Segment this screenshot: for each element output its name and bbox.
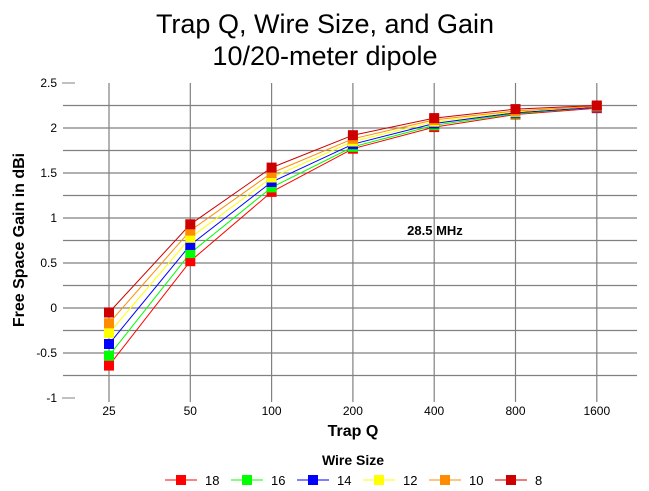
data-point-16 (185, 248, 196, 259)
legend-item-18: 18 (165, 473, 219, 488)
x-tick-label: 200 (343, 404, 363, 418)
legend-label: 16 (271, 473, 285, 488)
y-tick-label: 1 (50, 211, 57, 225)
y-tick-label: -0.5 (36, 346, 57, 360)
legend-label: 14 (337, 473, 351, 488)
legend-swatch-marker (506, 475, 516, 485)
x-tick-label: 100 (262, 404, 282, 418)
data-point-8 (429, 113, 440, 124)
data-point-12 (185, 232, 196, 243)
data-point-8 (347, 130, 358, 141)
legend-swatch-marker (440, 475, 450, 485)
data-point-8 (510, 104, 521, 115)
data-point-18 (104, 360, 114, 371)
data-point-8 (591, 100, 602, 111)
y-axis-ticks: 2.5 2 1.5 1 0.5 0 -0.5 -1 (36, 76, 57, 405)
legend-label: 12 (403, 473, 417, 488)
legend-item-8: 8 (495, 473, 542, 488)
legend-label: 10 (469, 473, 483, 488)
series-layer (104, 100, 602, 371)
legend-item-12: 12 (363, 473, 417, 488)
x-tick-label: 50 (184, 404, 198, 418)
y-tick-label: 0 (50, 301, 57, 315)
data-point-10 (266, 168, 277, 178)
legend-title: Wire Size (322, 452, 384, 468)
data-point-14 (104, 339, 114, 349)
data-point-16 (266, 182, 277, 193)
x-axis-label: Trap Q (328, 423, 379, 440)
x-tick-label: 800 (505, 404, 525, 418)
y-tick-label: 1.5 (40, 166, 57, 180)
chart-title-line-1: Trap Q, Wire Size, and Gain (156, 9, 494, 39)
y-axis-label: Free Space Gain in dBi (11, 153, 28, 327)
legend-swatch-marker (176, 475, 186, 485)
data-point-14 (185, 240, 196, 250)
y-tick-label: 0.5 (40, 256, 57, 270)
frequency-annotation: 28.5 MHz (407, 223, 463, 238)
data-point-10 (104, 318, 114, 329)
legend-swatch-marker (242, 475, 252, 485)
x-tick-label: 400 (424, 404, 444, 418)
y-tick-label: 2.5 (40, 76, 57, 90)
data-point-16 (104, 350, 114, 361)
data-point-12 (104, 328, 114, 339)
data-point-10 (185, 225, 196, 236)
data-point-8 (266, 162, 277, 173)
legend-swatch-marker (374, 475, 384, 485)
y-tick-label: -1 (46, 391, 57, 405)
legend-swatch-marker (308, 475, 318, 485)
chart-title-line-2: 10/20-meter dipole (212, 41, 437, 71)
legend-item-10: 10 (429, 473, 483, 488)
legend-label: 8 (535, 473, 542, 488)
grid (62, 82, 637, 402)
x-tick-label: 25 (102, 404, 116, 418)
data-point-18 (185, 256, 196, 267)
x-axis-ticks: 25 50 100 200 400 800 1600 (102, 404, 610, 418)
legend-label: 18 (205, 473, 219, 488)
legend: 18 16 14 12 10 8 (165, 473, 542, 488)
data-point-8 (185, 219, 196, 230)
legend-item-14: 14 (297, 473, 351, 488)
data-point-8 (104, 307, 114, 318)
legend-item-16: 16 (231, 473, 285, 488)
y-tick-label: 2 (50, 121, 57, 135)
x-tick-label: 1600 (583, 404, 610, 418)
